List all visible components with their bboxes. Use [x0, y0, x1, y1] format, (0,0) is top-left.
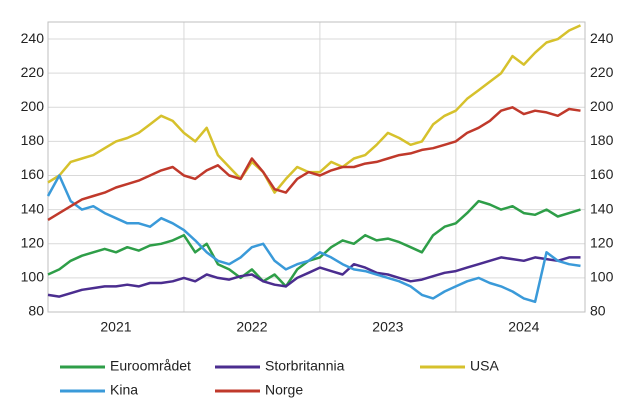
x-tick-label: 2021 — [100, 319, 131, 335]
legend-label: Norge — [265, 382, 303, 398]
y2-tick-label: 220 — [590, 64, 614, 80]
y2-tick-label: 120 — [590, 234, 614, 250]
y-tick-label: 200 — [21, 98, 45, 114]
x-tick-label: 2022 — [236, 319, 267, 335]
y2-tick-label: 200 — [590, 98, 614, 114]
legend-label: USA — [470, 358, 499, 374]
y2-tick-label: 80 — [590, 303, 606, 319]
series-line — [47, 106, 581, 221]
y-tick-label: 180 — [21, 132, 45, 148]
y-tick-label: 100 — [21, 269, 45, 285]
series-line — [47, 199, 581, 288]
series-line — [47, 24, 582, 194]
y-tick-label: 220 — [21, 64, 45, 80]
y-tick-label: 140 — [21, 200, 45, 216]
plot-frame — [47, 21, 586, 313]
y2-tick-label: 240 — [590, 30, 614, 46]
y2-tick-label: 180 — [590, 132, 614, 148]
x-tick-label: 2023 — [372, 319, 403, 335]
y2-tick-label: 140 — [590, 200, 614, 216]
y-tick-label: 160 — [21, 166, 45, 182]
x-tick-label: 2024 — [508, 319, 539, 335]
y2-tick-label: 160 — [590, 166, 614, 182]
y-tick-label: 240 — [21, 30, 45, 46]
series-line — [46, 174, 581, 304]
legend-label: Euroområdet — [110, 358, 191, 374]
series-line — [47, 256, 581, 298]
legend-label: Kina — [110, 382, 138, 398]
y-tick-label: 120 — [21, 234, 45, 250]
legend-label: Storbritannia — [265, 358, 345, 374]
y-tick-label: 80 — [28, 303, 44, 319]
y2-tick-label: 100 — [590, 269, 614, 285]
